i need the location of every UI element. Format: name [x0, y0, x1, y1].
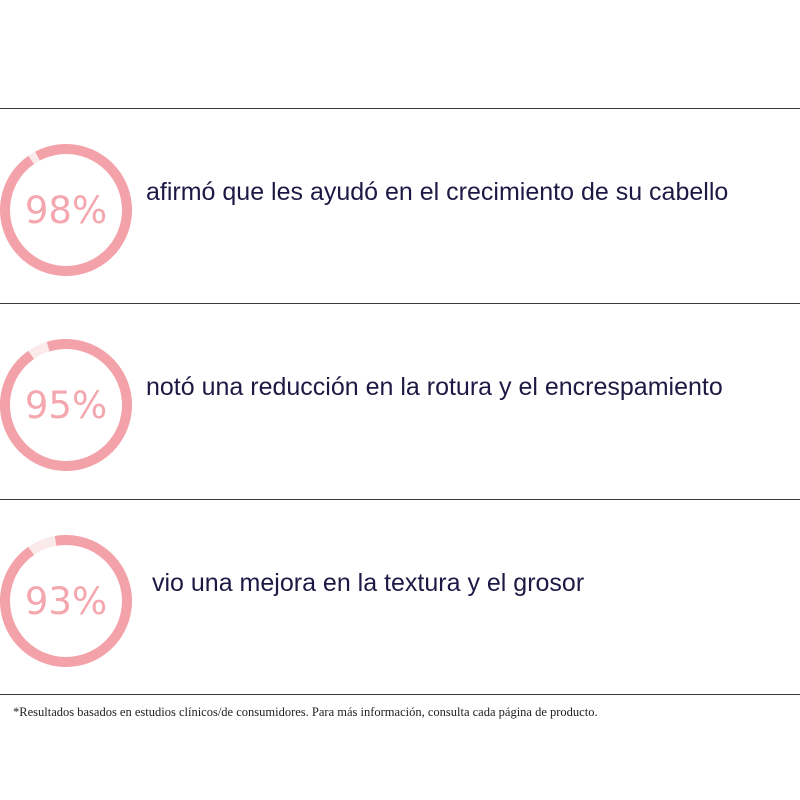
progress-ring-svg [0, 535, 132, 667]
stat-row-1: 98% afirmó que les ayudó en el crecimien… [0, 108, 800, 303]
progress-ring-fill [0, 339, 132, 471]
progress-ring [0, 144, 132, 276]
progress-ring [0, 339, 132, 471]
footnote: *Resultados basados en estudios clínicos… [13, 705, 598, 719]
stat-row-2: 95% notó una reducción en la rotura y el… [0, 303, 800, 498]
progress-ring-fill [0, 535, 132, 667]
stat-percent: 98% [24, 188, 108, 232]
stat-percent: 93% [24, 579, 108, 623]
progress-ring-fill [0, 144, 132, 276]
divider [0, 303, 800, 304]
stat-description: notó una reducción en la rotura y el enc… [146, 373, 723, 401]
stat-description: vio una mejora en la textura y el grosor [152, 569, 585, 597]
stat-percent: 95% [24, 383, 108, 427]
progress-ring-svg [0, 144, 132, 276]
divider-top [0, 108, 800, 109]
progress-ring-svg [0, 339, 132, 471]
divider-bottom [0, 694, 800, 695]
progress-ring [0, 535, 132, 667]
divider [0, 499, 800, 500]
stat-description: afirmó que les ayudó en el crecimiento d… [146, 178, 729, 206]
stat-row-3: 93% vio una mejora en la textura y el gr… [0, 499, 800, 694]
